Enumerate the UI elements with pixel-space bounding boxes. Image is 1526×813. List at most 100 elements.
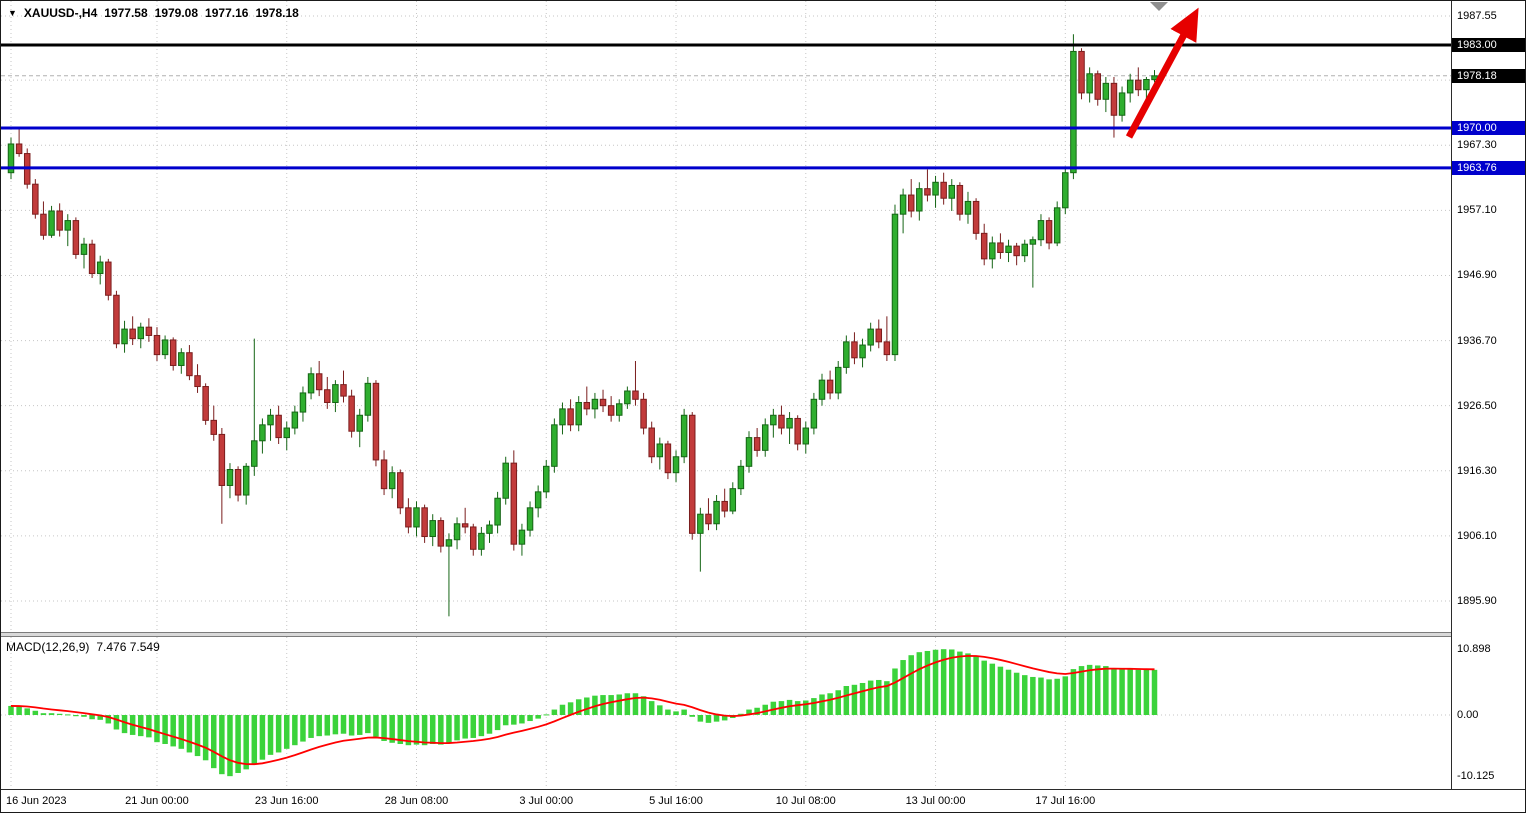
macd-bar xyxy=(251,715,258,765)
macd-bar xyxy=(1062,676,1069,715)
candle-body xyxy=(421,507,428,538)
candle-body xyxy=(348,395,355,432)
macd-bar xyxy=(689,715,695,717)
candle-body xyxy=(340,384,347,397)
candle-body xyxy=(980,232,988,260)
candle-body xyxy=(405,507,412,528)
macd-bar xyxy=(348,715,355,736)
macd-bar xyxy=(819,694,825,715)
price-axis[interactable]: 1987.55 1967.30 1957.10 1946.90 1936.70 1926.… xyxy=(1451,1,1525,812)
candle-body xyxy=(486,524,493,534)
macd-bar xyxy=(738,713,744,715)
macd-bar xyxy=(316,715,322,737)
candle-body xyxy=(437,520,445,547)
macd-bar xyxy=(786,699,793,715)
candle-body xyxy=(591,398,599,410)
candle-body xyxy=(729,488,737,512)
candle-body xyxy=(721,500,728,512)
macd-bar xyxy=(592,695,598,715)
candle-body xyxy=(599,398,607,407)
candle-body xyxy=(64,220,72,231)
candle-body xyxy=(88,243,96,275)
macd-bar xyxy=(462,715,468,739)
time-axis[interactable]: 16 Jun 2023 21 Jun 00:00 23 Jun 16:00 28 Ju… xyxy=(1,789,1525,812)
macd-bar xyxy=(1022,675,1028,715)
macd-bar xyxy=(697,715,704,722)
macd-bar xyxy=(1135,669,1142,715)
candle-body xyxy=(218,433,226,486)
macd-bar xyxy=(211,715,217,769)
macd-bar xyxy=(624,693,631,715)
macd-bar xyxy=(559,704,566,715)
macd-bar xyxy=(1103,666,1109,715)
candle-body xyxy=(794,417,801,445)
macd-bar xyxy=(194,715,201,757)
macd-bar xyxy=(754,707,760,715)
macd-bar xyxy=(73,715,79,717)
macd-bar xyxy=(81,715,87,717)
candle-body xyxy=(770,414,777,426)
candle-body xyxy=(1029,239,1037,245)
candle-body xyxy=(989,242,996,260)
candle-body xyxy=(899,194,907,215)
candle-body xyxy=(169,339,177,366)
macd-bar xyxy=(405,715,412,746)
candle-body xyxy=(551,424,558,467)
macd-bar xyxy=(275,715,282,753)
price-tick-label: 1916.30 xyxy=(1457,464,1497,477)
candle-body xyxy=(15,143,23,155)
candle-body xyxy=(883,341,891,356)
macd-bar xyxy=(340,715,347,734)
macd-bar xyxy=(421,715,428,746)
main-chart-pane[interactable]: ▼ XAUUSD-,H4 1977.58 1979.08 1977.16 197… xyxy=(1,1,1451,632)
macd-bar xyxy=(1094,665,1101,715)
macd-bar xyxy=(811,698,817,715)
price-tick-label: 1926.50 xyxy=(1457,399,1497,412)
candle-body xyxy=(453,523,461,541)
macd-bar xyxy=(105,715,112,724)
macd-bar xyxy=(519,715,525,724)
candle-body xyxy=(121,328,128,345)
macd-bar xyxy=(965,653,971,715)
macd-bar xyxy=(429,715,436,744)
macd-bar xyxy=(527,715,533,722)
macd-bar xyxy=(381,715,387,741)
macd-bar xyxy=(997,666,1004,715)
candle-body xyxy=(502,462,509,499)
macd-bar xyxy=(867,680,874,715)
candle-body xyxy=(275,414,282,439)
candle-body xyxy=(616,403,623,416)
time-label: 21 Jun 00:00 xyxy=(125,795,189,807)
macd-bar xyxy=(48,713,55,715)
macd-bar xyxy=(1119,669,1125,715)
macd-bar xyxy=(705,715,712,723)
candle-body xyxy=(413,507,420,528)
chart-dropdown-icon[interactable]: ▼ xyxy=(8,8,17,18)
macd-bar xyxy=(494,715,501,731)
candle-body xyxy=(364,382,372,416)
macd-bar xyxy=(584,697,590,715)
candle-body xyxy=(1062,172,1069,209)
candlestick-chart[interactable] xyxy=(1,1,1451,632)
trend-arrow-annotation[interactable] xyxy=(1125,7,1199,139)
macd-pane[interactable]: MACD(12,26,9) 7.476 7.549 xyxy=(1,637,1451,789)
macd-chart[interactable] xyxy=(1,637,1451,789)
macd-bar xyxy=(365,715,371,734)
pane-separator[interactable] xyxy=(1,632,1525,637)
candle-body xyxy=(826,379,834,394)
ohlc-low: 1977.16 xyxy=(205,6,249,20)
macd-bar xyxy=(673,711,679,715)
candle-body xyxy=(851,341,858,359)
time-label: 3 Jul 00:00 xyxy=(519,795,574,807)
candle-body xyxy=(307,373,315,394)
candle-body xyxy=(559,408,566,426)
chart-shift-marker[interactable] xyxy=(1150,2,1168,11)
time-label: 16 Jun 2023 xyxy=(6,795,67,807)
macd-bar xyxy=(446,715,452,743)
macd-bar xyxy=(292,715,298,746)
macd-bar xyxy=(178,715,185,749)
macd-bar xyxy=(478,715,485,737)
candle-body xyxy=(356,414,363,432)
candle-body xyxy=(818,379,826,400)
